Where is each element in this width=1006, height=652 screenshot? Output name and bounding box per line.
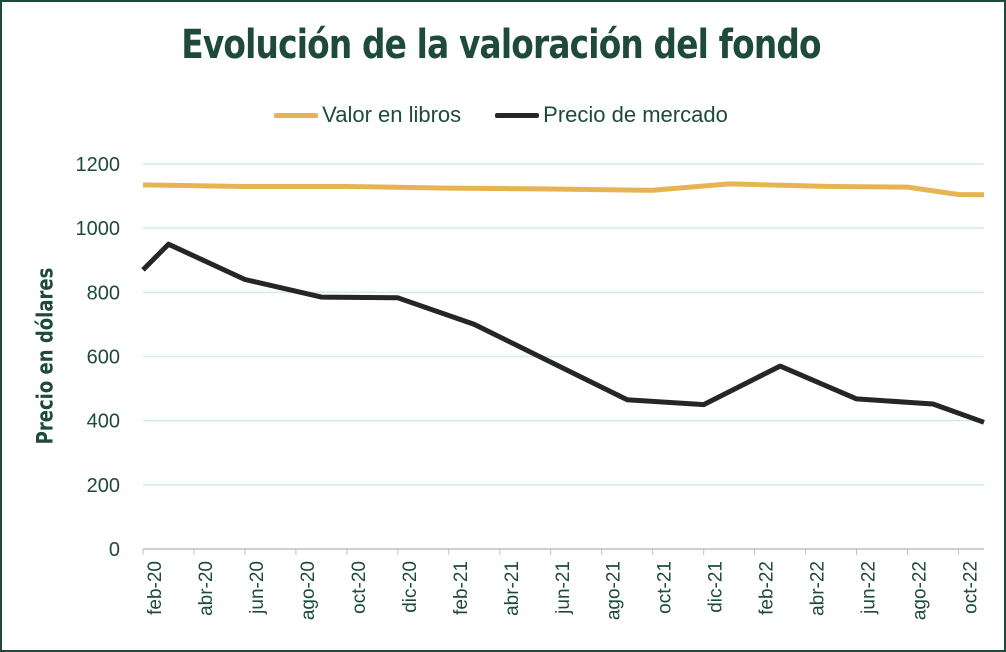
- x-tick-label: abr-21: [502, 561, 523, 616]
- x-tick-label: oct-20: [349, 561, 370, 614]
- legend: Valor en libros Precio de mercado: [0, 100, 1002, 130]
- x-tick-label: abr-22: [808, 561, 829, 616]
- x-tick-label: feb-21: [451, 561, 472, 615]
- legend-label-valor-en-libros: Valor en libros: [322, 102, 462, 127]
- x-tick-label: ago-21: [604, 561, 625, 620]
- y-tick-label: 800: [87, 282, 120, 304]
- y-tick-label: 0: [109, 539, 120, 561]
- x-tick-label: oct-22: [961, 561, 982, 614]
- x-tick-label: dic-21: [706, 561, 727, 613]
- x-tick-label: jun-22: [859, 561, 880, 615]
- series-line-valor-en-libros: [142, 181, 985, 198]
- x-tick-label: dic-20: [400, 561, 421, 613]
- x-tick-label: feb-20: [145, 561, 166, 615]
- x-tick-label: oct-21: [655, 561, 676, 614]
- x-tick-label: ago-22: [910, 561, 931, 620]
- y-tick-label: 1000: [76, 218, 121, 240]
- x-tick-label: jun-21: [553, 561, 574, 615]
- legend-swatch-precio-de-mercado: [495, 112, 540, 118]
- legend-item-valor-en-libros: Valor en libros: [274, 102, 461, 128]
- legend-item-precio-de-mercado: Precio de mercado: [495, 102, 728, 128]
- x-tick-label: feb-22: [757, 561, 778, 615]
- y-tick-label: 400: [87, 411, 120, 433]
- y-tick-label: 1200: [76, 154, 121, 176]
- chart-title: Evolución de la valoración del fondo: [181, 22, 821, 68]
- y-tick-label: 200: [87, 475, 120, 497]
- series-line-precio-de-mercado: [141, 241, 985, 425]
- legend-label-precio-de-mercado: Precio de mercado: [543, 102, 728, 127]
- x-tick-label: abr-20: [196, 561, 217, 616]
- y-tick-label: 600: [87, 347, 120, 369]
- legend-swatch-valor-en-libros: [274, 112, 319, 118]
- x-tick-label: ago-20: [298, 561, 319, 620]
- x-tick-label: jun-20: [247, 561, 268, 615]
